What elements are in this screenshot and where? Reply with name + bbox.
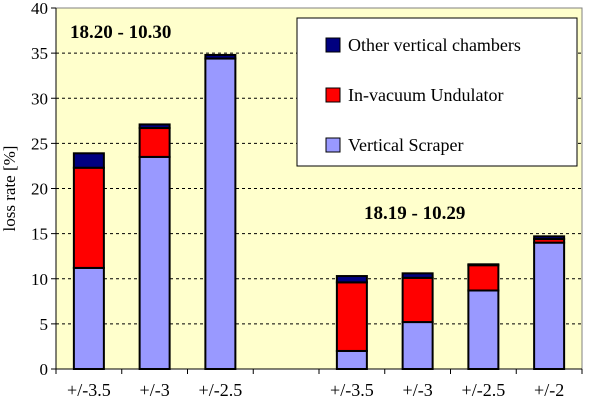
- y-tick-label: 0: [40, 360, 49, 379]
- x-tick-label: +/-3: [403, 380, 433, 400]
- bar-segment-other-vertical-chambers: [204, 53, 237, 60]
- x-tick-label: +/-2.5: [199, 380, 243, 400]
- bar-segment-vertical-scraper: [533, 241, 566, 370]
- bar-segment-in-vacuum-undulator: [467, 264, 500, 292]
- bar-segment-other-vertical-chambers: [467, 263, 500, 267]
- y-tick-label: 25: [31, 134, 48, 153]
- legend-swatch: [325, 137, 341, 153]
- y-tick-label: 20: [31, 180, 48, 199]
- bar-segment-vertical-scraper: [335, 349, 368, 371]
- bar-segment-vertical-scraper: [467, 289, 500, 371]
- bar-segment-vertical-scraper: [72, 266, 105, 371]
- y-tick-label: 40: [31, 0, 48, 18]
- bars: [72, 53, 566, 371]
- bar-segment-in-vacuum-undulator: [401, 276, 434, 324]
- bar-segment-vertical-scraper: [138, 155, 171, 370]
- legend-box: [296, 17, 578, 167]
- annotation-right: 18.19 - 10.29: [364, 203, 465, 224]
- x-tick-label: +/-3: [140, 380, 170, 400]
- legend-label: Other vertical chambers: [348, 35, 521, 55]
- legend: Other vertical chambers In-vacuum Undulat…: [296, 17, 578, 167]
- x-tick-label: +/-3.5: [67, 380, 111, 400]
- x-tick-label: +/-3.5: [330, 380, 374, 400]
- legend-swatch: [325, 37, 341, 53]
- x-ticks: +/-3.5 +/-3 +/-2.5 +/-3.5 +/-3 +/-2.5 +/-2: [55, 369, 583, 400]
- bar-segment-in-vacuum-undulator: [335, 281, 368, 352]
- bar-segment-other-vertical-chambers: [72, 152, 105, 169]
- y-tick-label: 10: [31, 270, 48, 289]
- y-tick-label: 35: [31, 44, 48, 63]
- y-tick-label: 30: [31, 89, 48, 108]
- bar-segment-in-vacuum-undulator: [138, 127, 171, 158]
- legend-swatch: [325, 87, 341, 103]
- y-tick-label: 15: [31, 225, 48, 244]
- x-tick-label: +/-2.5: [462, 380, 506, 400]
- y-ticks: 0 5 10 15 20 25 30 35 40: [31, 0, 56, 379]
- bar-segment-vertical-scraper: [204, 57, 237, 370]
- x-tick-label: +/-2: [534, 380, 564, 400]
- bar-segment-vertical-scraper: [401, 321, 434, 371]
- bar-segment-other-vertical-chambers: [401, 272, 434, 279]
- legend-label: Vertical Scraper: [348, 135, 463, 155]
- bar-segment-in-vacuum-undulator: [72, 166, 105, 269]
- bar-segment-other-vertical-chambers: [335, 275, 368, 284]
- annotation-left: 18.20 - 10.30: [70, 22, 171, 43]
- bar-segment-other-vertical-chambers: [533, 235, 566, 241]
- legend-label: In-vacuum Undulator: [348, 85, 503, 105]
- bar-segment-other-vertical-chambers: [138, 123, 171, 130]
- y-axis-label: loss rate [%]: [0, 146, 19, 232]
- y-tick-label: 5: [40, 315, 49, 334]
